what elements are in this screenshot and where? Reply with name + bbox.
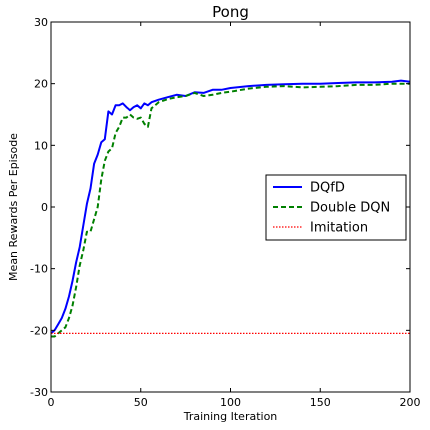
x-tick-label: 50 — [134, 396, 148, 409]
plot-content — [50, 79, 411, 338]
ticks: 0 50 100 150 200 -30 -20 -10 0 10 20 30 — [30, 16, 420, 409]
x-axis-label: Training Iteration — [183, 410, 278, 423]
chart-title: Pong — [212, 3, 249, 21]
y-axis-label: Mean Rewards Per Episode — [7, 133, 20, 281]
legend-label: DQfD — [310, 181, 345, 196]
legend-label: Imitation — [310, 221, 368, 236]
legend-label: Double DQN — [310, 201, 390, 216]
y-tick-label: 10 — [34, 139, 48, 152]
x-tick-label: 200 — [400, 396, 421, 409]
y-tick-label: -10 — [30, 263, 48, 276]
series-line-double-dqn — [51, 82, 410, 338]
x-tick-label: 0 — [48, 396, 55, 409]
y-tick-label: -30 — [30, 386, 48, 399]
legend: DQfD Double DQN Imitation — [265, 174, 407, 241]
series-line-dqfd — [50, 79, 411, 335]
x-tick-label: 150 — [310, 396, 331, 409]
y-tick-label: 30 — [34, 16, 48, 29]
y-tick-label: -20 — [30, 324, 48, 337]
y-tick-label: 0 — [41, 201, 48, 214]
y-tick-label: 20 — [34, 78, 48, 91]
x-tick-label: 100 — [220, 396, 241, 409]
